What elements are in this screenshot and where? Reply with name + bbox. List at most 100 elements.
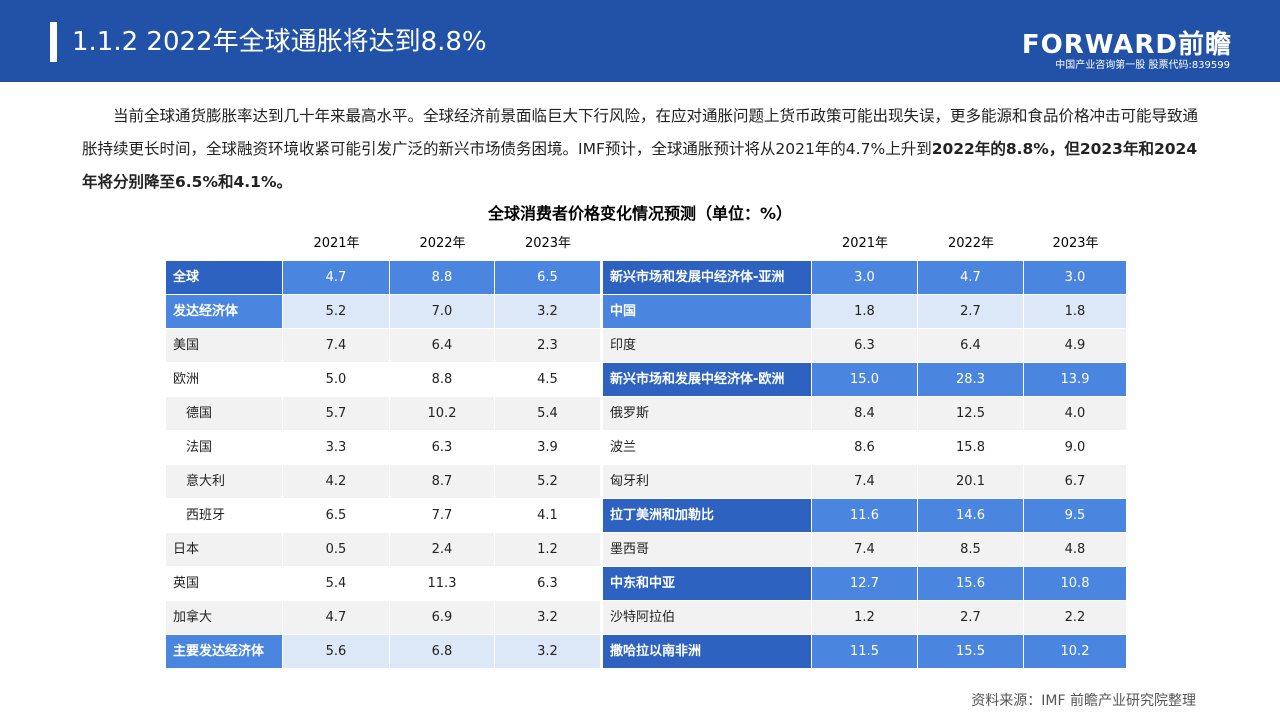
value-cell: 6.8 xyxy=(390,635,494,668)
value-cell: 9.5 xyxy=(1024,499,1126,532)
row-label: 墨西哥 xyxy=(603,533,811,566)
slide-title: 1.1.2 2022年全球通胀将达到8.8% xyxy=(72,27,487,57)
value-cell: 11.3 xyxy=(390,567,494,600)
title-marker xyxy=(50,22,57,62)
value-cell: 8.7 xyxy=(390,465,494,498)
value-cell: 11.6 xyxy=(812,499,917,532)
row-label: 波兰 xyxy=(603,431,811,464)
value-cell: 2.2 xyxy=(1024,601,1126,634)
value-cell: 1.2 xyxy=(812,601,917,634)
value-cell: 15.6 xyxy=(918,567,1023,600)
value-cell: 8.5 xyxy=(918,533,1023,566)
value-cell: 4.5 xyxy=(495,363,600,396)
row-label: 全球 xyxy=(166,261,282,294)
value-cell: 5.2 xyxy=(495,465,600,498)
value-cell: 8.8 xyxy=(390,363,494,396)
value-cell: 9.0 xyxy=(1024,431,1126,464)
value-cell: 8.8 xyxy=(390,261,494,294)
source: 资料来源：IMF 前瞻产业研究院整理 xyxy=(971,693,1196,709)
value-cell: 6.3 xyxy=(390,431,494,464)
value-cell: 7.4 xyxy=(812,533,917,566)
row-label: 美国 xyxy=(166,329,282,362)
value-cell: 15.8 xyxy=(918,431,1023,464)
value-cell: 12.5 xyxy=(918,397,1023,430)
row-label: 法国 xyxy=(166,431,282,464)
row-label: 中国 xyxy=(603,295,811,328)
value-cell: 3.2 xyxy=(495,295,600,328)
paragraph: 当前全球通货膨胀率达到几十年来最高水平。全球经济前景面临巨大下行风险，在应对通胀… xyxy=(82,100,1202,199)
row-label: 英国 xyxy=(166,567,282,600)
row-label: 匈牙利 xyxy=(603,465,811,498)
row-label: 拉丁美洲和加勒比 xyxy=(603,499,811,532)
value-cell: 4.7 xyxy=(283,601,389,634)
value-cell: 2.7 xyxy=(918,601,1023,634)
value-cell: 7.7 xyxy=(390,499,494,532)
column-header: 2023年 xyxy=(524,236,572,251)
value-cell: 6.3 xyxy=(495,567,600,600)
value-cell: 6.9 xyxy=(390,601,494,634)
value-cell: 6.5 xyxy=(283,499,389,532)
value-cell: 6.7 xyxy=(1024,465,1126,498)
value-cell: 4.2 xyxy=(283,465,389,498)
table-title: 全球消费者价格变化情况预测（单位：%） xyxy=(487,204,793,223)
row-label: 意大利 xyxy=(166,465,282,498)
value-cell: 3.2 xyxy=(495,635,600,668)
tagline: 中国产业咨询第一股 股票代码:839599 xyxy=(1055,60,1230,71)
value-cell: 1.8 xyxy=(1024,295,1126,328)
column-header: 2022年 xyxy=(419,236,466,251)
value-cell: 3.9 xyxy=(495,431,600,464)
row-label: 中东和中亚 xyxy=(603,567,811,600)
value-cell: 10.2 xyxy=(390,397,494,430)
value-cell: 13.9 xyxy=(1024,363,1126,396)
header-bar xyxy=(0,0,1280,82)
value-cell: 7.0 xyxy=(390,295,494,328)
row-label: 俄罗斯 xyxy=(603,397,811,430)
value-cell: 5.6 xyxy=(283,635,389,668)
value-cell: 1.8 xyxy=(812,295,917,328)
value-cell: 8.4 xyxy=(812,397,917,430)
value-cell: 2.7 xyxy=(918,295,1023,328)
value-cell: 12.7 xyxy=(812,567,917,600)
value-cell: 7.4 xyxy=(283,329,389,362)
value-cell: 11.5 xyxy=(812,635,917,668)
value-cell: 2.4 xyxy=(390,533,494,566)
column-header: 2023年 xyxy=(1052,236,1099,251)
value-cell: 8.6 xyxy=(812,431,917,464)
value-cell: 4.8 xyxy=(1024,533,1126,566)
column-header: 2021年 xyxy=(841,236,889,251)
row-label: 撒哈拉以南非洲 xyxy=(603,635,811,668)
value-cell: 5.4 xyxy=(283,567,389,600)
value-cell: 6.4 xyxy=(918,329,1023,362)
value-cell: 7.4 xyxy=(812,465,917,498)
value-cell: 4.9 xyxy=(1024,329,1126,362)
value-cell: 5.0 xyxy=(283,363,389,396)
row-label: 加拿大 xyxy=(166,601,282,634)
row-label: 主要发达经济体 xyxy=(166,635,282,668)
value-cell: 3.0 xyxy=(1024,261,1126,294)
value-cell: 4.0 xyxy=(1024,397,1126,430)
row-label: 德国 xyxy=(166,397,282,430)
value-cell: 6.3 xyxy=(812,329,917,362)
row-label: 日本 xyxy=(166,533,282,566)
value-cell: 15.5 xyxy=(918,635,1023,668)
value-cell: 4.7 xyxy=(918,261,1023,294)
paragraph-text: 当前全球通货膨胀率达到几十年来最高水平。全球经济前景面临巨大下行风险，在应对通胀… xyxy=(82,107,1199,158)
column-header: 2021年 xyxy=(313,236,360,251)
value-cell: 6.4 xyxy=(390,329,494,362)
row-label: 新兴市场和发展中经济体-欧洲 xyxy=(603,363,811,396)
row-label: 沙特阿拉伯 xyxy=(603,601,811,634)
value-cell: 20.1 xyxy=(918,465,1023,498)
row-label: 新兴市场和发展中经济体-亚洲 xyxy=(603,261,811,294)
value-cell: 3.0 xyxy=(812,261,917,294)
value-cell: 14.6 xyxy=(918,499,1023,532)
value-cell: 0.5 xyxy=(283,533,389,566)
value-cell: 28.3 xyxy=(918,363,1023,396)
value-cell: 10.2 xyxy=(1024,635,1126,668)
value-cell: 5.7 xyxy=(283,397,389,430)
value-cell: 3.2 xyxy=(495,601,600,634)
value-cell: 6.5 xyxy=(495,261,600,294)
row-label: 西班牙 xyxy=(166,499,282,532)
value-cell: 10.8 xyxy=(1024,567,1126,600)
value-cell: 2.3 xyxy=(495,329,600,362)
